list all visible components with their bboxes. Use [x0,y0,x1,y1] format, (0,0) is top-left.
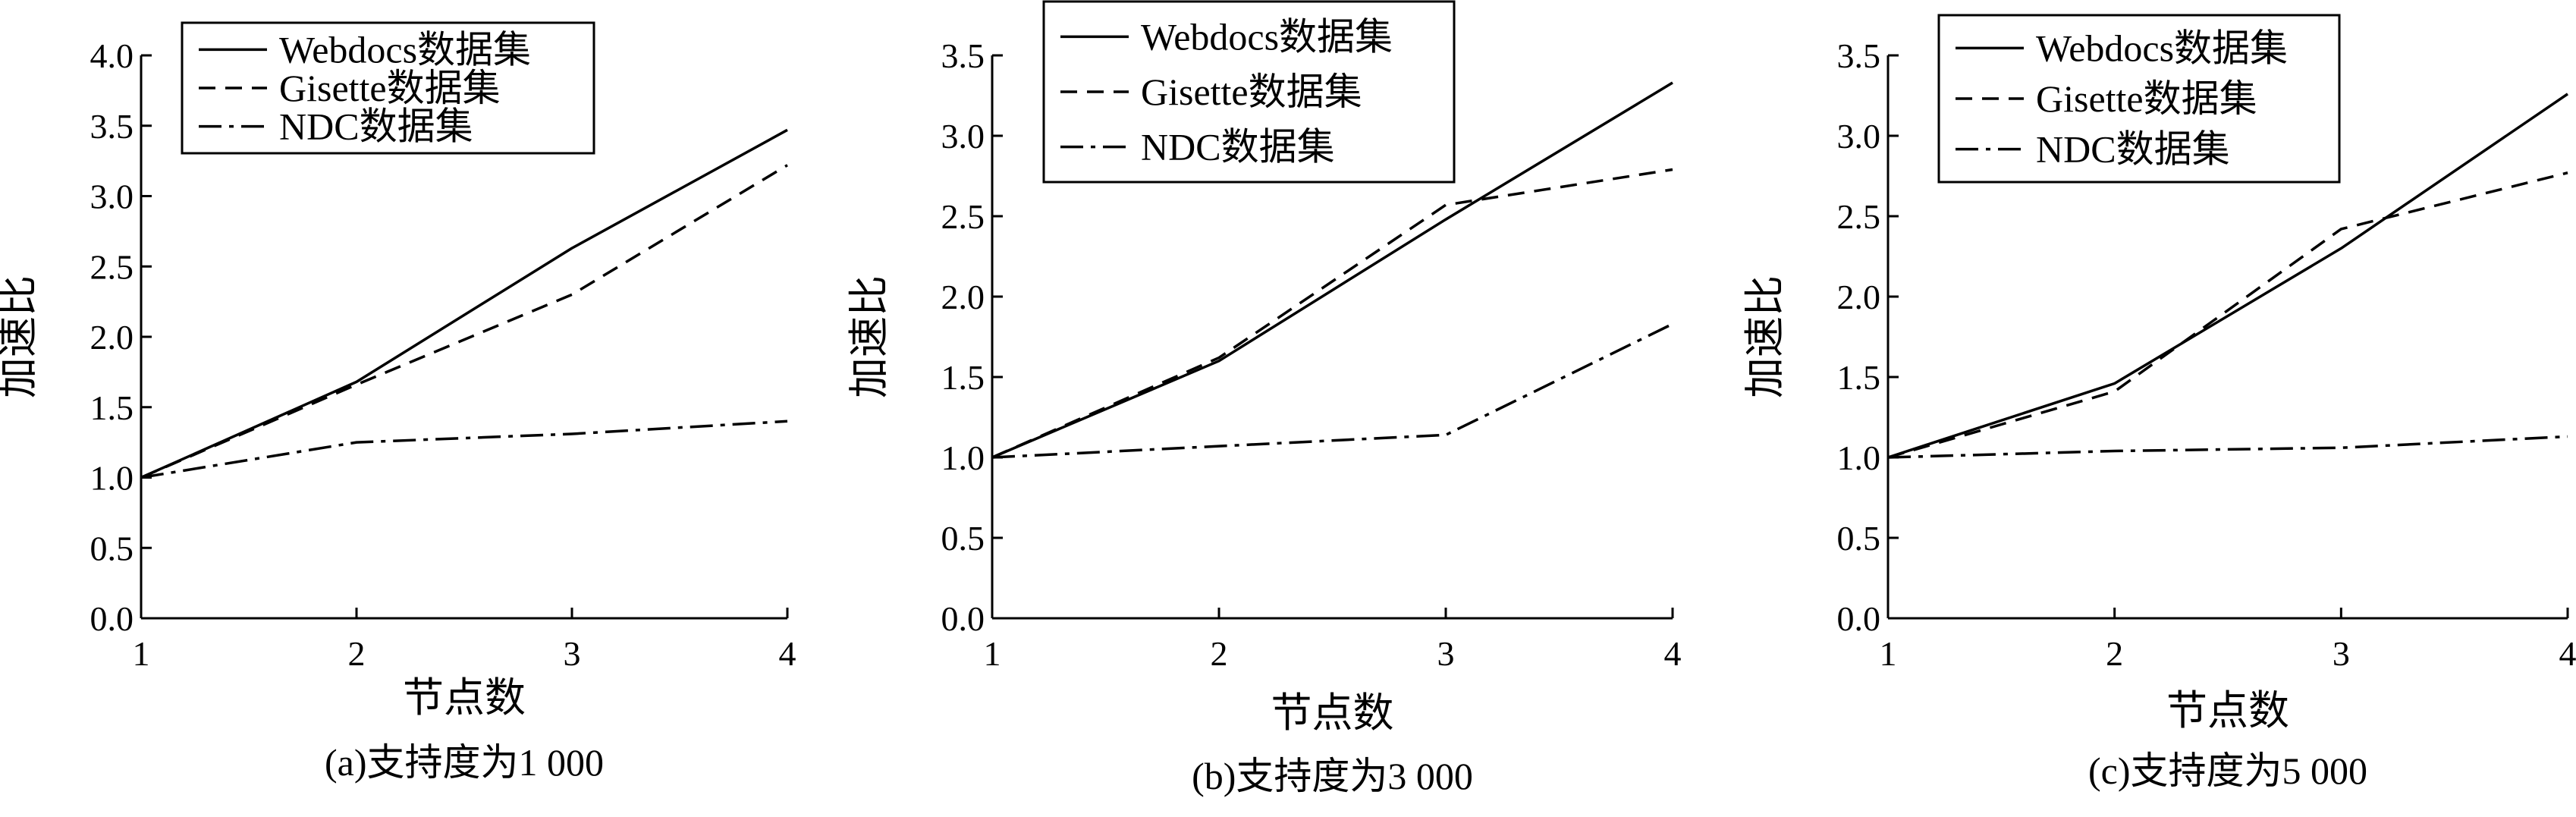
x-tick-label: 4 [2559,634,2576,673]
legend-label: Gisette数据集 [1141,71,1362,113]
y-tick-label: 1.0 [90,459,134,498]
x-tick-label: 3 [2333,634,2350,673]
x-tick-label: 1 [984,634,1001,673]
panel-caption: (c)支持度为5 000 [2088,749,2367,792]
y-tick-label: 2.5 [941,197,985,236]
legend-label: Webdocs数据集 [279,28,531,71]
y-tick-label: 3.0 [1837,117,1881,156]
y-tick-label: 1.5 [941,358,985,397]
x-tick-label: 1 [133,634,150,673]
y-tick-label: 0.0 [941,599,985,638]
y-tick-label: 1.5 [1837,358,1881,397]
x-tick-label: 3 [564,634,581,673]
legend-label: NDC数据集 [1141,126,1335,168]
legend-box [1937,14,2341,184]
legend-box [1042,0,1456,184]
x-tick-label: 4 [1664,634,1682,673]
x-tick-label: 2 [1211,634,1228,673]
series-line-3 [991,322,1673,459]
panel-caption: (b)支持度为3 000 [1192,755,1473,797]
y-tick-label: 3.5 [1837,36,1881,75]
y-tick-label: 1.0 [1837,438,1881,477]
y-tick-label: 0.5 [1837,519,1881,558]
y-tick-label: 0.0 [90,599,134,638]
y-tick-label: 0.5 [90,529,134,567]
series-line-3 [140,419,788,479]
series-line-2 [991,168,1673,459]
series-line-1 [1887,93,2568,459]
y-tick-label: 0.0 [1837,599,1881,638]
series-line-3 [1887,435,2568,459]
series-line-1 [140,128,788,479]
y-tick-label: 3.5 [90,107,134,146]
legend-label: NDC数据集 [279,105,473,148]
y-tick-label: 4.0 [90,36,134,75]
series-line-2 [140,164,788,479]
y-axis-label: 加速比 [0,275,41,398]
legend-label: Webdocs数据集 [1141,15,1393,58]
y-tick-label: 2.0 [941,278,985,316]
series-line-1 [991,81,1673,459]
y-tick-label: 0.5 [941,519,985,558]
legend-label: NDC数据集 [2036,128,2230,171]
y-axis-label: 加速比 [1742,275,1788,398]
x-tick-label: 4 [779,634,796,673]
y-axis-label: 加速比 [847,275,892,398]
legend: Webdocs数据集 Gisette数据集 NDC数据集 [1937,14,2341,184]
legend-label: Gisette数据集 [279,67,501,109]
y-tick-label: 3.0 [941,117,985,156]
y-tick-label: 2.0 [90,318,134,357]
y-tick-label: 1.0 [941,438,985,477]
panel-caption: (a)支持度为1 000 [325,741,604,784]
x-axis-label: 节点数 [2166,688,2289,734]
x-tick-label: 3 [1437,634,1455,673]
series-line-2 [1887,171,2568,459]
x-tick-label: 2 [2106,634,2123,673]
x-tick-label: 1 [1880,634,1897,673]
y-tick-label: 2.0 [1837,278,1881,316]
legend-box [181,21,595,155]
legend: Webdocs数据集 Gisette数据集 NDC数据集 [1042,0,1456,184]
x-tick-label: 2 [348,634,366,673]
x-axis-label: 节点数 [403,675,526,721]
legend-label: Gisette数据集 [2036,77,2257,120]
legend-label: Webdocs数据集 [2036,27,2288,69]
y-tick-label: 2.5 [1837,197,1881,236]
x-axis-label: 节点数 [1271,690,1394,736]
y-tick-label: 3.5 [941,36,985,75]
y-tick-label: 2.5 [90,247,134,286]
y-tick-label: 3.0 [90,178,134,216]
y-tick-label: 1.5 [90,388,134,427]
